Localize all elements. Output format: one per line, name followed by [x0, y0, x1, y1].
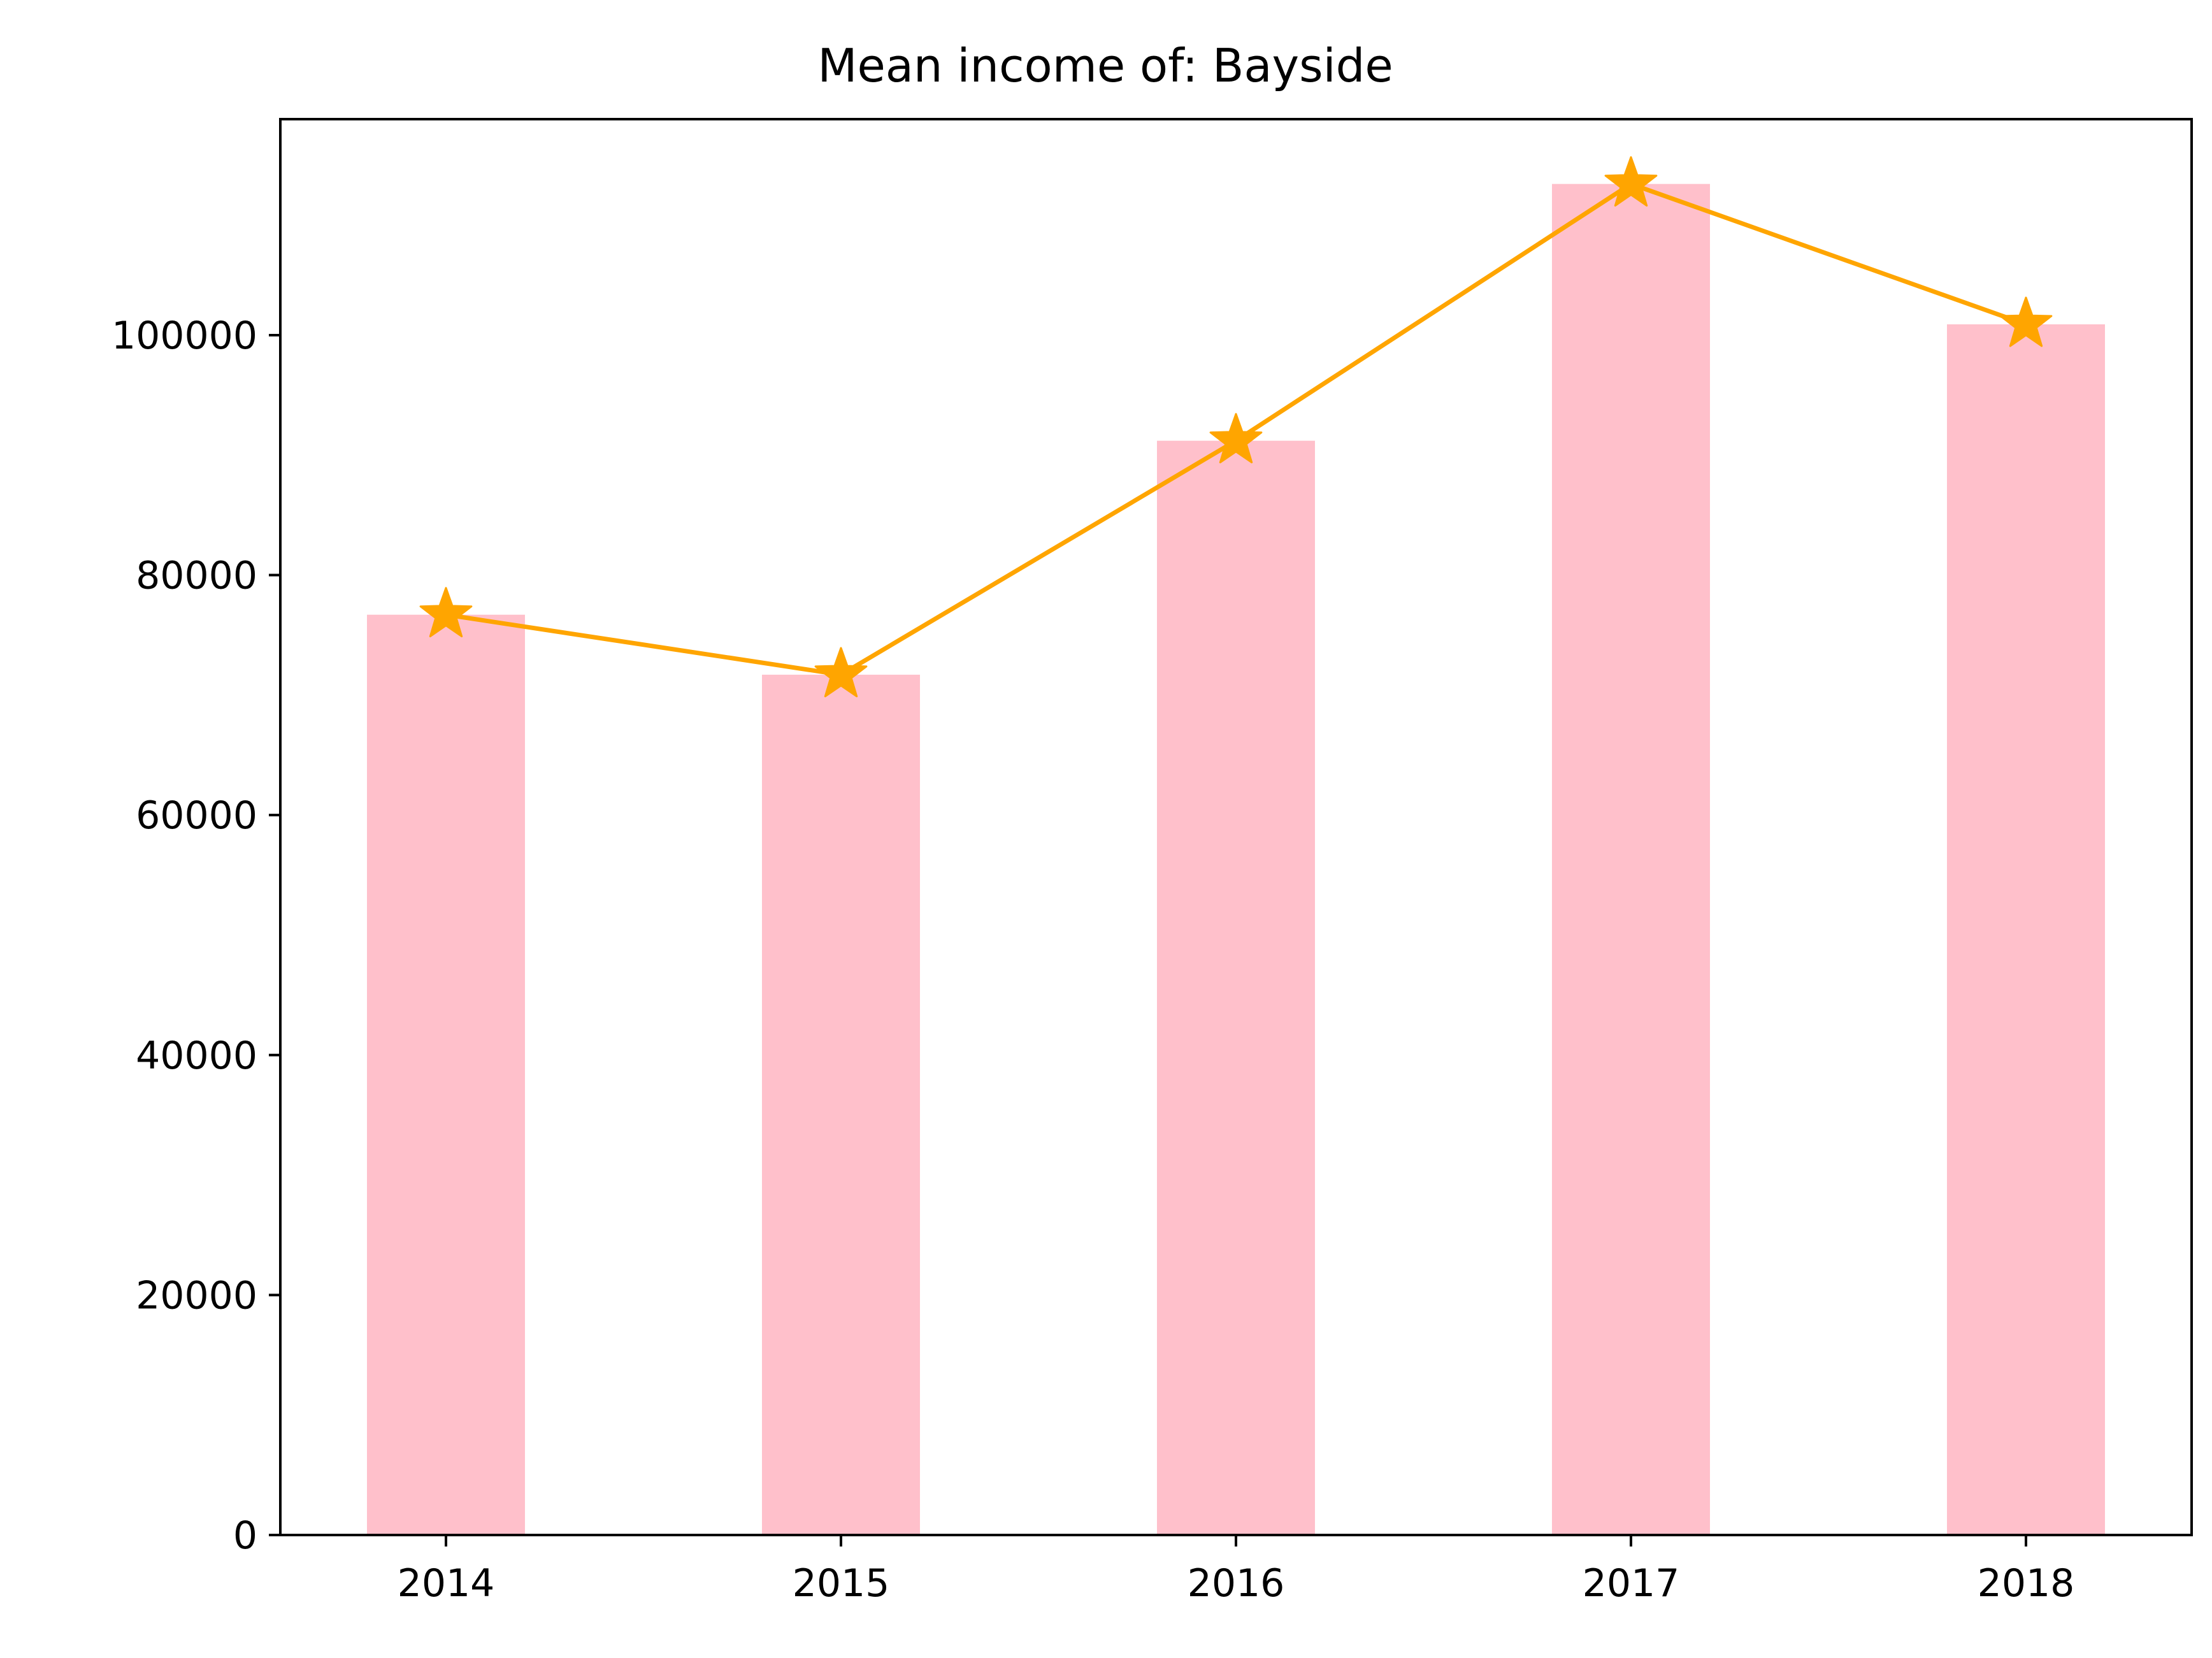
star-marker-2015	[814, 647, 868, 698]
bar-2017	[1552, 184, 1710, 1535]
y-tick-label: 80000	[136, 554, 257, 598]
star-marker-2016	[1209, 413, 1263, 464]
x-tick-label: 2018	[1978, 1561, 2075, 1606]
star-marker-2017	[1604, 156, 1658, 207]
x-tick-label: 2014	[398, 1561, 495, 1606]
x-tick-label: 2016	[1188, 1561, 1285, 1606]
line-layer	[419, 156, 2053, 698]
y-tick-label: 20000	[136, 1273, 257, 1318]
bar-2015	[762, 674, 920, 1535]
x-tick-label: 2015	[793, 1561, 890, 1606]
y-axis: 0 20000 40000 60000 80000 100000	[111, 314, 280, 1558]
bar-2018	[1947, 324, 2105, 1535]
y-tick-label: 40000	[136, 1034, 257, 1078]
y-tick-label: 0	[233, 1513, 257, 1558]
y-tick-label: 60000	[136, 793, 257, 838]
bar-2016	[1157, 440, 1315, 1535]
bars-layer	[367, 184, 2105, 1536]
star-marker-2014	[419, 587, 473, 638]
y-tick-label: 100000	[111, 314, 257, 358]
star-marker-2018	[1999, 296, 2053, 347]
x-tick-label: 2017	[1583, 1561, 1680, 1606]
bar-2014	[367, 614, 525, 1536]
chart-title: Mean income of: Bayside	[817, 39, 1393, 92]
x-axis: 2014 2015 2016 2017 2018	[398, 1535, 2075, 1606]
